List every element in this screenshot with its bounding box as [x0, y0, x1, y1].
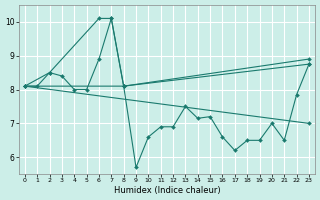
X-axis label: Humidex (Indice chaleur): Humidex (Indice chaleur): [114, 186, 220, 195]
